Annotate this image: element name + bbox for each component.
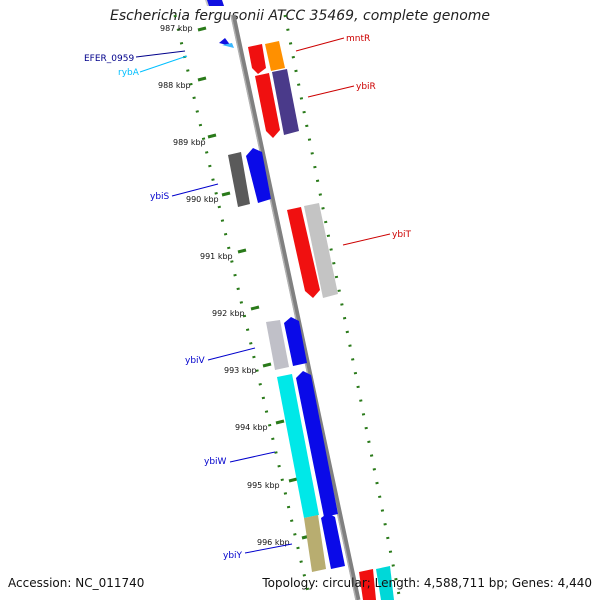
tick-label-996: 996 kbp — [257, 538, 290, 547]
gene-label-EFER_0959: EFER_0959 — [84, 54, 134, 64]
gene-ybiS — [246, 148, 271, 203]
leader-ybiR — [307, 85, 355, 98]
gene-ybiY-olive — [304, 515, 326, 572]
gene-label-ybiT: ybiT — [392, 230, 412, 240]
right-tick-track — [283, 14, 402, 600]
topology-text: Topology: circular; Length: 4,588,711 bp… — [262, 576, 592, 590]
gene-ybiV-gray — [266, 320, 289, 370]
gene-top-blue — [207, 0, 224, 6]
gene-label-ybiW: ybiW — [204, 457, 227, 467]
gene-bottom-cyan — [376, 566, 394, 600]
tick-label-994: 994 kbp — [235, 423, 268, 432]
tick-label-991: 991 kbp — [200, 252, 233, 261]
tick-label-989: 989 kbp — [173, 138, 206, 147]
gene-ybiR — [272, 69, 299, 135]
tick-label-992: 992 kbp — [212, 309, 245, 318]
gene-ybiY — [321, 513, 345, 569]
gene-ybiS-gray — [228, 152, 250, 207]
tick-label-993: 993 kbp — [224, 366, 257, 375]
gene-ybiV — [284, 317, 307, 366]
gene-label-ybiR: ybiR — [356, 82, 376, 92]
accession-text: Accession: NC_011740 — [8, 576, 145, 590]
tick-label-988: 988 kbp — [158, 81, 191, 90]
gene-ybiT-red — [287, 207, 320, 298]
gene-ybiW — [296, 371, 338, 517]
leader-mntR — [295, 37, 345, 52]
gene-label-ybiY: ybiY — [223, 551, 243, 561]
gene-ybiT — [304, 203, 338, 298]
leader-ybiS — [171, 183, 219, 197]
tick-label-987: 987 kbp — [160, 24, 193, 33]
leader-ybiW — [229, 451, 276, 463]
gene-label-mntR: mntR — [346, 34, 370, 44]
leader-ybiV — [207, 347, 256, 361]
leader-EFER_0959 — [135, 50, 186, 58]
gene-bottom-red — [359, 569, 376, 600]
gene-rybA — [222, 43, 234, 48]
gene-mntR — [265, 41, 285, 71]
leader-rybA — [139, 55, 188, 73]
leader-ybiT — [342, 233, 391, 246]
gene-mntR-red — [248, 44, 266, 74]
gene-label-ybiS: ybiS — [150, 192, 170, 202]
gene-ybiR-red — [255, 73, 280, 138]
leader-ybiY — [244, 543, 293, 554]
tick-label-990: 990 kbp — [186, 195, 219, 204]
gene-label-rybA: rybA — [118, 68, 140, 78]
tick-label-995: 995 kbp — [247, 481, 280, 490]
map-title: Escherichia fergusonii ATCC 35469, compl… — [109, 8, 491, 24]
gene-ybiW-cyan — [277, 374, 319, 518]
gene-label-ybiV: ybiV — [185, 356, 206, 366]
genome-backbone — [230, 14, 361, 600]
